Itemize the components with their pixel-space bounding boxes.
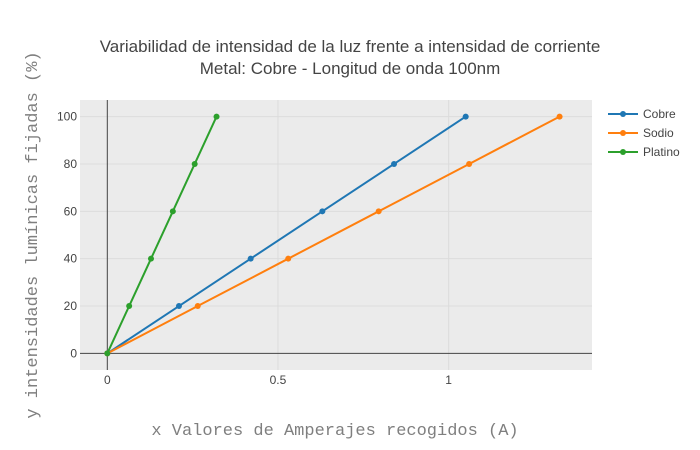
data-point-platino [126, 303, 133, 310]
x-tick-label: 0 [104, 373, 111, 387]
legend-item-platino[interactable]: Platino [608, 145, 680, 159]
data-point-sodio [194, 303, 201, 310]
y-axis-title: y intensidades lumínicas fijadas (%) [24, 51, 43, 418]
data-point-sodio [285, 255, 292, 262]
data-point-cobre [319, 208, 326, 215]
data-series [104, 113, 563, 357]
data-point-cobre [462, 113, 469, 120]
zero-lines [80, 100, 592, 370]
legend-label: Platino [643, 145, 680, 159]
data-point-platino [104, 350, 111, 357]
legend-swatch-marker [620, 111, 626, 117]
legend-item-cobre[interactable]: Cobre [608, 107, 676, 121]
data-point-sodio [556, 113, 563, 120]
data-point-platino [147, 255, 154, 262]
data-point-cobre [247, 255, 254, 262]
y-tick-label: 0 [70, 346, 77, 360]
y-tick-label: 20 [64, 299, 78, 313]
series-line-platino [106, 116, 218, 354]
series-line-cobre [106, 115, 467, 355]
data-point-cobre [391, 160, 398, 167]
y-tick-label: 40 [64, 252, 78, 266]
x-axis-title: x Valores de Amperajes recogidos (A) [151, 422, 518, 441]
data-point-platino [191, 160, 198, 167]
legend-label: Cobre [643, 107, 676, 121]
grid-lines [80, 100, 592, 370]
legend-swatch-marker [620, 149, 626, 155]
chart-title-line-2: Metal: Cobre - Longitud de onda 100nm [200, 59, 501, 78]
x-tick-label: 1 [445, 373, 452, 387]
data-point-cobre [175, 303, 182, 310]
tick-labels: 0 20 40 60 80 100 0 0.5 1 [57, 110, 452, 387]
data-point-sodio [375, 208, 382, 215]
legend: Cobre Sodio Platino [608, 107, 680, 159]
legend-item-sodio[interactable]: Sodio [608, 126, 674, 140]
x-tick-label: 0.5 [270, 373, 287, 387]
data-point-platino [169, 208, 176, 215]
legend-swatch-marker [620, 130, 626, 136]
series-platino [104, 113, 220, 357]
y-tick-label: 80 [64, 157, 78, 171]
legend-label: Sodio [643, 126, 674, 140]
data-point-sodio [466, 160, 473, 167]
y-tick-label: 60 [64, 204, 78, 218]
y-tick-label: 100 [57, 110, 77, 124]
chart-title-line-1: Variabilidad de intensidad de la luz fre… [100, 37, 601, 56]
series-line-sodio [106, 115, 561, 355]
data-point-platino [213, 113, 220, 120]
